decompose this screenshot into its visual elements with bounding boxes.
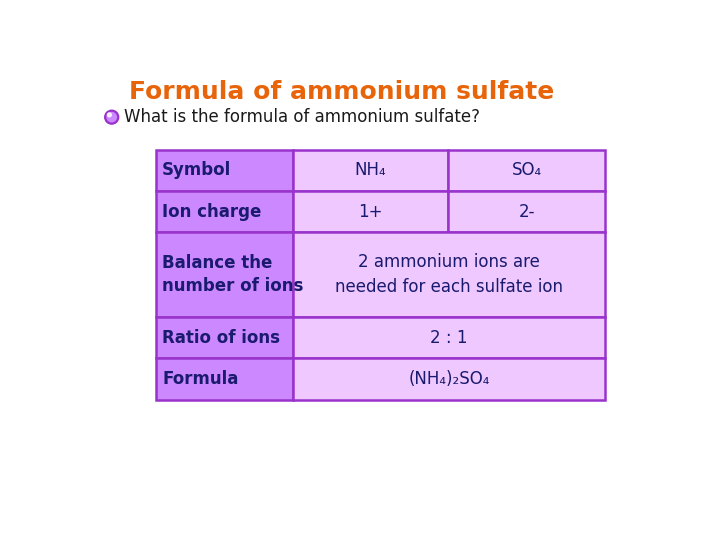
Text: Formula: Formula <box>162 370 238 388</box>
Bar <box>156 191 293 232</box>
Text: Ratio of ions: Ratio of ions <box>162 329 280 347</box>
Text: SO₄: SO₄ <box>512 161 541 179</box>
Bar <box>293 359 606 400</box>
Bar <box>293 232 606 317</box>
Circle shape <box>107 112 117 122</box>
Text: 2 : 1: 2 : 1 <box>431 329 468 347</box>
Bar <box>448 150 606 191</box>
Bar <box>293 150 448 191</box>
Text: Symbol: Symbol <box>162 161 231 179</box>
Text: What is the formula of ammonium sulfate?: What is the formula of ammonium sulfate? <box>124 108 480 126</box>
Text: 2 ammonium ions are
needed for each sulfate ion: 2 ammonium ions are needed for each sulf… <box>336 253 563 296</box>
Text: 2-: 2- <box>518 202 535 220</box>
Circle shape <box>104 110 119 124</box>
Bar <box>156 232 293 317</box>
Text: 1+: 1+ <box>359 202 383 220</box>
Bar <box>156 359 293 400</box>
Text: Balance the
number of ions: Balance the number of ions <box>162 254 303 295</box>
Text: (NH₄)₂SO₄: (NH₄)₂SO₄ <box>408 370 490 388</box>
Text: Ion charge: Ion charge <box>162 202 261 220</box>
Bar <box>293 317 606 359</box>
Bar <box>293 191 448 232</box>
Bar <box>448 191 606 232</box>
Circle shape <box>107 113 112 117</box>
Bar <box>156 317 293 359</box>
Text: NH₄: NH₄ <box>355 161 387 179</box>
Text: Formula of ammonium sulfate: Formula of ammonium sulfate <box>129 80 554 104</box>
Bar <box>156 150 293 191</box>
